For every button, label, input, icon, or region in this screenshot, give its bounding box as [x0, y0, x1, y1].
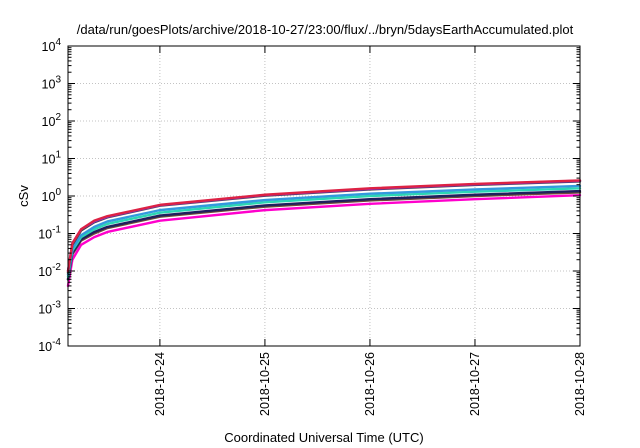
y-tick-label: 10-2	[38, 262, 61, 279]
series-group	[66, 179, 582, 288]
series-line	[66, 189, 582, 281]
y-tick-label: 10-4	[38, 337, 61, 354]
x-tick-label: 2018-10-27	[468, 352, 482, 416]
y-tick-labels: 10-4 10-3 10-2 10-1 100 101 102 103 104	[38, 37, 61, 354]
x-tick-label: 2018-10-28	[573, 352, 587, 416]
y-tick-label: 10-1	[38, 225, 61, 242]
x-axis-label: Coordinated Universal Time (UTC)	[224, 430, 423, 445]
axis-ticks	[68, 45, 581, 347]
x-tick-label: 2018-10-25	[258, 352, 272, 416]
x-tick-label: 2018-10-26	[363, 352, 377, 416]
y-tick-label: 102	[42, 112, 62, 129]
y-tick-label: 103	[42, 75, 62, 92]
series-line	[66, 179, 582, 273]
series-line	[66, 194, 582, 288]
x-tick-labels: 2018-10-24 2018-10-25 2018-10-26 2018-10-27…	[153, 352, 587, 416]
y-tick-label: 100	[42, 187, 62, 204]
series-line	[66, 184, 582, 276]
y-axis-label: cSv	[16, 185, 31, 207]
y-tick-label: 101	[42, 150, 62, 167]
chart-title: /data/run/goesPlots/archive/2018-10-27/2…	[77, 22, 574, 37]
y-tick-label: 104	[42, 37, 62, 54]
y-tick-label: 10-3	[38, 300, 61, 317]
x-tick-label: 2018-10-24	[153, 352, 167, 416]
